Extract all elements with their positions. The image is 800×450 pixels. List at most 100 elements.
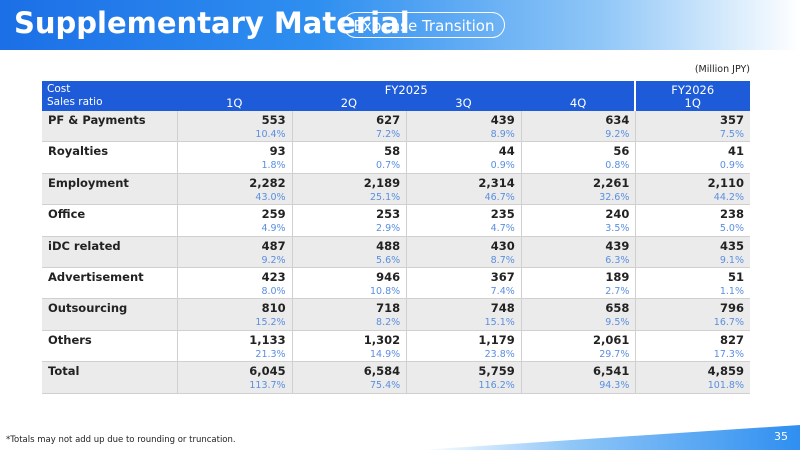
row-label: Advertisement (48, 270, 144, 284)
ratio: 4.9% (261, 223, 286, 235)
header-quarter: 4Q (569, 96, 587, 110)
amount: 44 (498, 144, 515, 159)
ratio: 15.2% (255, 317, 286, 329)
amount: 634 (605, 113, 630, 127)
col-sep (406, 362, 408, 394)
ratio: 8.9% (490, 129, 515, 140)
row-bg (42, 173, 750, 206)
ratio: 14.9% (370, 348, 401, 360)
amount: 367 (490, 270, 515, 284)
col-sep (291, 268, 293, 300)
col-sep (177, 205, 178, 237)
row-bg (42, 362, 750, 394)
amount: 51 (727, 270, 744, 284)
ratio: 4.7% (490, 223, 515, 235)
ratio: 8.7% (490, 254, 515, 266)
amount: 2,314 (478, 175, 515, 190)
ratio: 8.2% (376, 317, 401, 329)
ratio: 7.5% (719, 129, 744, 140)
col-sep (177, 268, 178, 300)
ratio: 9.5% (605, 317, 630, 329)
ratio: 113.7% (249, 380, 286, 392)
amount: 253 (376, 207, 401, 222)
ratio: 46.7% (484, 191, 515, 203)
ratio: 21.3% (255, 348, 286, 360)
ratio: 1.1% (719, 286, 744, 297)
row-label: Royalties (48, 144, 109, 159)
ratio: 0.9% (719, 160, 744, 172)
col-sep (291, 362, 293, 394)
col-sep (635, 362, 637, 394)
col-sep (635, 173, 637, 206)
col-sep (520, 268, 522, 300)
col-sep (520, 362, 522, 394)
row-label: iDC related (48, 238, 121, 253)
ratio: 1.8% (261, 160, 286, 172)
col-sep (291, 236, 293, 268)
header-bg (42, 81, 750, 111)
amount: 189 (605, 270, 630, 284)
row-bg (42, 299, 750, 331)
header-quarter: 1Q (226, 96, 243, 110)
col-sep (635, 330, 637, 363)
col-sep (177, 173, 178, 206)
badge: Expense Transition (343, 12, 505, 38)
amount: 240 (605, 207, 630, 222)
page-number: 35 (774, 430, 788, 443)
amount: 435 (719, 238, 744, 253)
col-sep (635, 111, 637, 143)
row-label: Others (48, 332, 92, 347)
ratio: 5.6% (376, 254, 401, 266)
amount: 6,045 (249, 364, 286, 379)
ratio: 15.1% (484, 317, 515, 329)
amount: 238 (719, 207, 744, 222)
ratio: 6.3% (605, 254, 630, 266)
amount: 430 (490, 238, 515, 253)
col-sep (635, 299, 637, 331)
row-label: Office (48, 207, 86, 222)
row-bg (42, 330, 750, 363)
row-label: PF & Payments (48, 113, 146, 127)
ratio: 75.4% (370, 380, 401, 392)
amount: 41 (727, 144, 744, 159)
ratio: 8.0% (261, 286, 286, 297)
amount: 5,759 (478, 364, 515, 379)
row-bg (42, 205, 750, 237)
row-bg (42, 111, 750, 143)
amount: 259 (261, 207, 286, 222)
col-sep (406, 173, 408, 206)
ratio: 32.6% (599, 191, 630, 203)
col-sep (291, 142, 293, 174)
col-sep (520, 111, 522, 143)
col-sep (177, 142, 178, 174)
ratio: 25.1% (370, 191, 401, 203)
footnote: *Totals may not add up due to rounding o… (6, 435, 236, 445)
ratio: 9.2% (261, 254, 286, 266)
unit-label: (Million JPY) (694, 64, 750, 75)
amount: 439 (490, 113, 515, 127)
col-sep (635, 142, 637, 174)
header-cost: Cost (47, 83, 71, 95)
col-sep (177, 111, 178, 143)
ratio: 9.1% (719, 254, 744, 266)
amount: 439 (605, 238, 630, 253)
amount: 488 (376, 238, 401, 253)
row-label: Total (48, 364, 80, 379)
ratio: 23.8% (484, 348, 515, 360)
ratio: 0.7% (376, 160, 401, 172)
header-quarter: 1Q (684, 96, 701, 110)
amount: 946 (376, 270, 401, 284)
ratio: 2.9% (376, 223, 401, 235)
amount: 827 (719, 332, 744, 347)
ratio: 7.4% (490, 286, 515, 297)
amount: 58 (384, 144, 401, 159)
header-quarter: 2Q (340, 96, 358, 110)
col-sep (406, 142, 408, 174)
ratio: 7.2% (376, 129, 401, 140)
amount: 93 (269, 144, 286, 159)
amount: 2,189 (363, 175, 401, 190)
amount: 627 (376, 113, 401, 127)
ratio: 2.7% (605, 286, 630, 297)
col-sep (406, 111, 408, 143)
